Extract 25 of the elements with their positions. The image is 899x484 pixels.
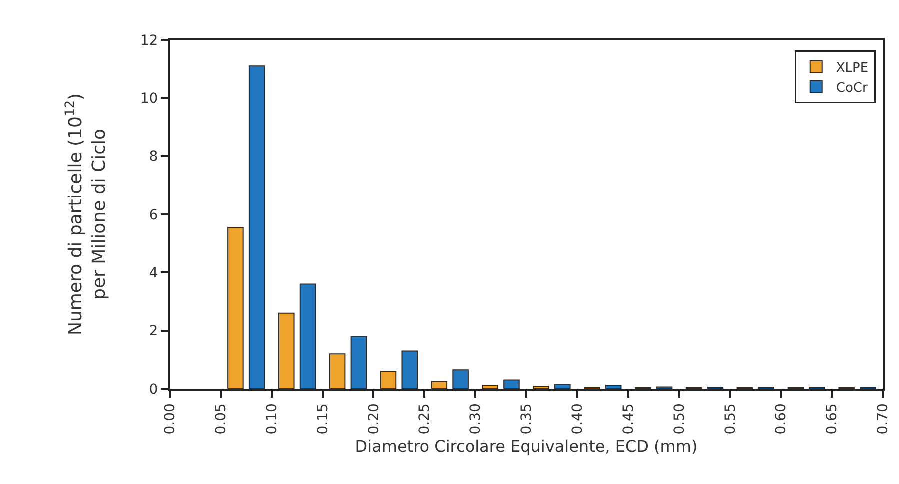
- y-tick-label: 4: [149, 266, 158, 282]
- y-tick-label: 0: [149, 382, 158, 398]
- legend-label: XLPE: [836, 60, 869, 76]
- x-tick-label: 0.40: [570, 404, 586, 435]
- x-tick-label: 0.70: [876, 404, 892, 435]
- x-tick-label: 0.50: [672, 404, 688, 435]
- x-tick-label: 0.35: [519, 404, 536, 435]
- x-tick-label: 0.45: [620, 404, 637, 435]
- x-tick-label: 0.15: [315, 404, 332, 435]
- x-axis-title: Diametro Circolare Equivalente, ECD (mm): [355, 436, 698, 456]
- y-tick-label: 6: [149, 207, 158, 224]
- x-tick-label: 0.20: [366, 404, 382, 435]
- y-tick-label: 8: [149, 149, 158, 166]
- x-tick-label: 0.00: [162, 404, 179, 435]
- x-tick-label: 0.25: [417, 404, 434, 435]
- legend-label: CoCr: [836, 80, 868, 96]
- y-tick-label: 12: [140, 32, 158, 49]
- x-tick-label: 0.30: [468, 404, 484, 435]
- y-tick-label: 10: [140, 91, 158, 108]
- x-tick-label: 0.65: [824, 404, 841, 435]
- y-tick-label: 2: [149, 324, 158, 340]
- x-tick-label: 0.10: [264, 404, 280, 435]
- x-tick-label: 0.55: [722, 404, 739, 435]
- x-tick-label: 0.05: [213, 404, 230, 435]
- x-tick-label: 0.60: [774, 404, 790, 435]
